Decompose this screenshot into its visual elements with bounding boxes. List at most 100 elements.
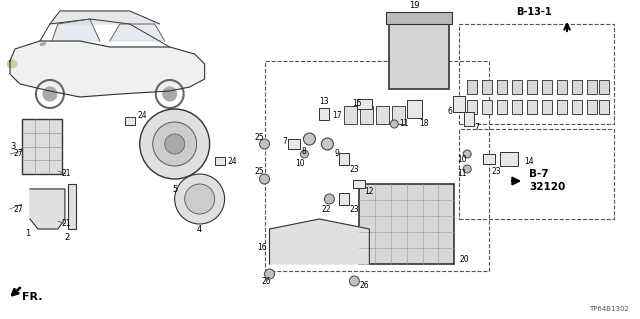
Bar [353,180,365,188]
Bar [482,100,492,114]
Text: 12: 12 [364,188,374,197]
Text: 10: 10 [296,160,305,168]
Bar [467,80,477,94]
Bar [557,100,567,114]
Text: 1: 1 [25,229,30,239]
Text: 26: 26 [360,281,369,291]
Text: 9: 9 [335,150,339,159]
Bar [357,99,372,109]
Bar [459,24,614,124]
Text: 7: 7 [282,137,287,145]
Bar [599,100,609,114]
Circle shape [264,269,275,279]
Bar [125,117,135,125]
Circle shape [185,184,214,214]
Bar [557,80,567,94]
Text: 24: 24 [138,110,147,120]
Bar [512,80,522,94]
Text: 25: 25 [255,167,264,176]
Text: 11: 11 [457,169,467,179]
Polygon shape [52,19,100,41]
Bar [319,108,330,120]
Bar [339,193,349,205]
Polygon shape [50,11,160,24]
Bar [344,106,357,124]
Bar [500,152,518,166]
Bar [527,100,537,114]
Text: 7: 7 [474,122,479,131]
Text: 4: 4 [197,225,202,234]
Text: 21: 21 [62,169,72,179]
Polygon shape [269,219,369,264]
Circle shape [163,87,177,101]
Polygon shape [30,189,65,229]
Bar [22,119,62,174]
Bar [392,106,405,124]
Circle shape [260,139,269,149]
Text: 15: 15 [353,100,362,108]
Bar [264,61,489,271]
Polygon shape [10,41,205,97]
Bar [512,100,522,114]
Text: 27: 27 [14,204,24,213]
Text: 26: 26 [262,277,271,286]
Bar [389,14,449,89]
Bar [464,112,474,126]
Ellipse shape [7,60,17,68]
Text: 11: 11 [399,120,409,129]
Circle shape [300,150,308,158]
Bar [68,184,76,229]
Text: 22: 22 [321,204,331,213]
Text: 6: 6 [447,107,452,115]
Bar [572,100,582,114]
Text: 20: 20 [459,255,469,263]
Text: 17: 17 [332,110,342,120]
Text: B-7: B-7 [529,169,548,179]
Text: 16: 16 [257,242,267,251]
Bar [387,12,452,24]
Text: 10: 10 [457,154,467,164]
Text: 8: 8 [301,146,306,155]
Circle shape [390,120,398,128]
Text: 19: 19 [409,2,420,11]
Text: 23: 23 [349,204,359,213]
Circle shape [321,138,333,150]
Text: 32120: 32120 [529,182,565,192]
Text: 24: 24 [228,157,237,166]
Ellipse shape [40,42,46,46]
Circle shape [140,109,210,179]
Bar [289,139,300,149]
Circle shape [164,134,185,154]
Text: 3: 3 [10,142,15,151]
Bar [572,80,582,94]
Bar [459,129,614,219]
Circle shape [175,174,225,224]
Text: 23: 23 [349,165,359,174]
Circle shape [463,165,471,173]
Circle shape [349,276,360,286]
Bar [542,100,552,114]
Circle shape [260,174,269,184]
Bar [599,80,609,94]
Bar [339,153,349,165]
Bar [482,80,492,94]
Bar [587,100,597,114]
Text: 13: 13 [319,97,329,106]
Bar [360,106,373,124]
Bar [376,106,389,124]
Bar [527,80,537,94]
Text: B-13-1: B-13-1 [516,7,552,17]
Bar [587,80,597,94]
Circle shape [153,122,196,166]
Bar [214,157,225,165]
Circle shape [303,133,316,145]
Circle shape [324,194,335,204]
Bar [453,96,465,112]
Text: FR.: FR. [22,292,42,302]
Polygon shape [110,24,164,41]
Circle shape [43,87,57,101]
Text: 5: 5 [172,184,177,194]
Bar [360,184,454,264]
Text: 18: 18 [419,118,429,128]
Bar [542,80,552,94]
